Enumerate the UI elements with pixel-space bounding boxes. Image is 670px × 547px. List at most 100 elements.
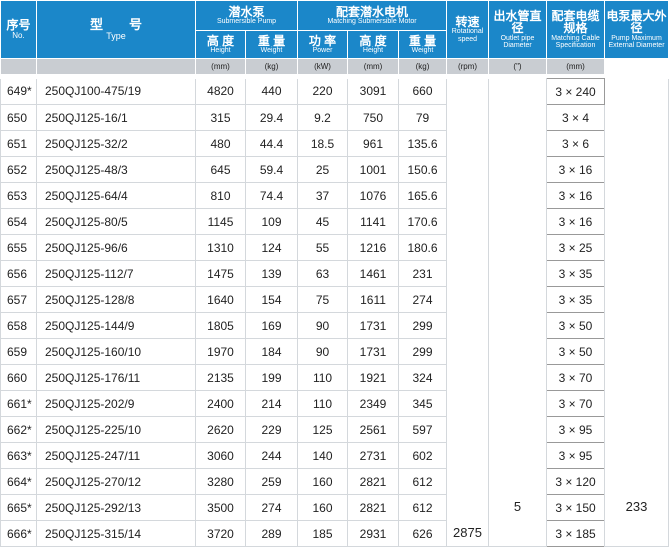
cell: 139 bbox=[244, 260, 298, 287]
cell: 2620 bbox=[195, 416, 246, 443]
data-row: 656 250QJ125-112/7 1475 139 63 1461 231 3 × 35 bbox=[0, 260, 669, 287]
cell: 653 bbox=[0, 182, 37, 209]
cell: 59.4 bbox=[244, 156, 298, 183]
header-text: Weight bbox=[260, 47, 283, 55]
cell: 29.4 bbox=[244, 104, 298, 131]
cell: 1611 bbox=[347, 286, 399, 313]
cell: 63 bbox=[297, 260, 348, 287]
cell: 250QJ125-225/10 bbox=[36, 416, 196, 443]
units-cell bbox=[0, 58, 37, 75]
units-cell: (kg) bbox=[244, 58, 299, 75]
cell: 90 bbox=[297, 338, 348, 365]
cell: 655 bbox=[0, 234, 37, 261]
cell: 160 bbox=[297, 494, 348, 521]
header-cell: 重 量 Weight bbox=[244, 30, 299, 59]
data-row: 653 250QJ125-64/4 810 74.4 37 1076 165.6 3 × 16 bbox=[0, 182, 669, 209]
cell: 810 bbox=[195, 182, 246, 209]
cell: 1731 bbox=[347, 338, 399, 365]
cell: 1141 bbox=[347, 208, 399, 235]
data-row: 658 250QJ125-144/9 1805 169 90 1731 299 3 × 50 bbox=[0, 312, 669, 339]
cell: 656 bbox=[0, 260, 37, 287]
cell: 45 bbox=[297, 208, 348, 235]
cell: 9.2 bbox=[297, 104, 348, 131]
cell: 250QJ100-475/19 bbox=[36, 78, 196, 105]
cell: 135.6 bbox=[398, 130, 447, 157]
cell: 3 × 16 bbox=[546, 156, 606, 183]
cell: 250QJ125-16/1 bbox=[36, 104, 196, 131]
cell: 1475 bbox=[195, 260, 246, 287]
cell: 75 bbox=[297, 286, 348, 313]
cell: 1461 bbox=[347, 260, 399, 287]
header-text: Pump Maximum External Diameter bbox=[608, 34, 665, 50]
cell: 665* bbox=[0, 494, 37, 521]
cell: 750 bbox=[347, 104, 399, 131]
header-cell: 配套潜水电机 Matching Submersible Motor bbox=[297, 0, 448, 31]
data-row: 654 250QJ125-80/5 1145 109 45 1141 170.6 3 × 16 bbox=[0, 208, 669, 235]
cell: 3 × 16 bbox=[546, 182, 606, 209]
cell: 250QJ125-292/13 bbox=[36, 494, 196, 521]
units-row: (mm) (kg) (kW) (mm) (kg) (rpm) (") (mm) bbox=[0, 58, 669, 75]
cell: 55 bbox=[297, 234, 348, 261]
data-row: 661* 250QJ125-202/9 2400 214 110 2349 345 3 × 7… bbox=[0, 390, 669, 417]
units-cell: (mm) bbox=[195, 58, 246, 75]
header-text: Height bbox=[210, 47, 231, 55]
cell: 79 bbox=[398, 104, 447, 131]
cell: 250QJ125-202/9 bbox=[36, 390, 196, 417]
header-text: Power bbox=[312, 47, 333, 55]
header-cell: 功 率 Power bbox=[297, 30, 349, 59]
cell: 274 bbox=[244, 494, 298, 521]
cell: 250QJ125-48/3 bbox=[36, 156, 196, 183]
cell: 180.6 bbox=[398, 234, 447, 261]
units-cell: (") bbox=[488, 58, 548, 75]
header-text: Matching Cable Specification bbox=[551, 34, 600, 50]
units-cell: (mm) bbox=[347, 58, 400, 75]
cell: 220 bbox=[297, 78, 348, 105]
cell: 440 bbox=[244, 78, 298, 105]
cell: 345 bbox=[398, 390, 447, 417]
cell: 645 bbox=[195, 156, 246, 183]
header-text: 重 量 bbox=[408, 33, 437, 48]
header-text: 高 度 bbox=[359, 33, 387, 48]
cell: 299 bbox=[398, 338, 447, 365]
header-text: Submersible Pump bbox=[216, 18, 277, 26]
header-cell: 高 度 Height bbox=[195, 30, 246, 59]
cell: 3 × 120 bbox=[546, 468, 606, 495]
cell: 3 × 50 bbox=[546, 312, 606, 339]
cell: 299 bbox=[398, 312, 447, 339]
cell: 3 × 95 bbox=[546, 442, 606, 469]
cell: 2135 bbox=[195, 364, 246, 391]
cell: 650 bbox=[0, 104, 37, 131]
cell: 259 bbox=[244, 468, 298, 495]
header-text: Type bbox=[106, 30, 126, 41]
cell: 3 × 240 bbox=[546, 78, 606, 105]
units-cell: (kW) bbox=[297, 58, 349, 75]
cell: 250QJ125-112/7 bbox=[36, 260, 196, 287]
cell: 170.6 bbox=[398, 208, 447, 235]
header-text: 重 量 bbox=[257, 33, 286, 48]
cell: 2400 bbox=[195, 390, 246, 417]
header-cell: 型 号 Type bbox=[36, 0, 196, 59]
cell: 597 bbox=[398, 416, 447, 443]
header-text: Matching Submersible Motor bbox=[327, 18, 417, 26]
cell: 244 bbox=[244, 442, 298, 469]
cell: 2731 bbox=[347, 442, 399, 469]
data-row: 664* 250QJ125-270/12 3280 259 160 2821 612 3 × … bbox=[0, 468, 669, 495]
cell: 612 bbox=[398, 494, 447, 521]
cell: 3060 bbox=[195, 442, 246, 469]
header-text: 功 率 bbox=[308, 33, 337, 48]
cell: 250QJ125-96/6 bbox=[36, 234, 196, 261]
header-text: No. bbox=[12, 30, 25, 40]
merged-cell: 233 bbox=[604, 78, 670, 547]
cell: 612 bbox=[398, 468, 447, 495]
cell: 659 bbox=[0, 338, 37, 365]
cell: 150.6 bbox=[398, 156, 447, 183]
header-text: Rotational speed bbox=[451, 28, 484, 43]
cell: 1001 bbox=[347, 156, 399, 183]
cell: 662* bbox=[0, 416, 37, 443]
cell: 199 bbox=[244, 364, 298, 391]
header-cell: 出水管直径 Outlet pipe Diameter bbox=[488, 0, 548, 59]
cell: 2821 bbox=[347, 468, 399, 495]
data-row: 651 250QJ125-32/2 480 44.4 18.5 961 135.6 3 × 6 bbox=[0, 130, 669, 157]
units-cell bbox=[36, 58, 196, 75]
